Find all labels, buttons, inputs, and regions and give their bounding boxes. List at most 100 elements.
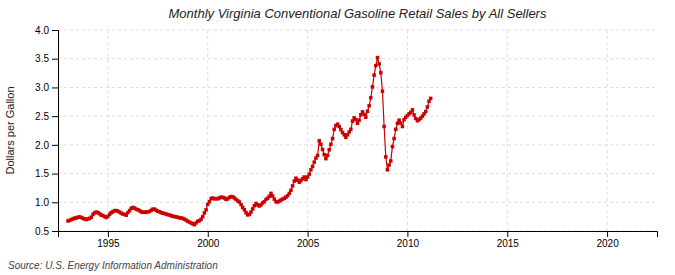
tick-label: 3.5 — [35, 53, 49, 64]
tick-mark — [52, 30, 58, 31]
marker — [391, 145, 395, 149]
grid-line — [607, 30, 608, 231]
marker — [208, 200, 212, 204]
tick-label: 2020 — [596, 238, 619, 249]
marker — [429, 97, 433, 101]
marker — [307, 172, 311, 176]
title: Monthly Virginia Conventional Gasoline R… — [169, 6, 547, 21]
marker — [324, 157, 328, 161]
marker — [384, 155, 388, 159]
grid-line — [307, 30, 308, 231]
axis-line — [52, 31, 59, 232]
tick-mark — [208, 231, 209, 237]
tick: 2.5 — [35, 111, 58, 122]
tick: 3.0 — [35, 82, 58, 93]
tick: 1.5 — [35, 168, 58, 179]
marker — [426, 105, 430, 109]
tick-label: 2.5 — [35, 111, 49, 122]
chart: 1995 2000 2005 2010 2015 2020 0.5 1.0 1.5 2.0 2.5 3… — [0, 0, 675, 275]
marker — [322, 153, 326, 157]
tick-mark — [108, 231, 109, 237]
grid-line — [58, 116, 657, 117]
marker — [412, 113, 416, 117]
marker — [311, 165, 315, 169]
marker — [204, 208, 208, 212]
marker — [316, 154, 320, 158]
marker — [337, 125, 341, 129]
marker — [356, 122, 360, 126]
marker — [288, 192, 292, 196]
marker — [366, 110, 370, 114]
marker — [351, 119, 355, 123]
tick: 3.5 — [35, 53, 58, 64]
line — [68, 58, 431, 225]
tick-label: 3.0 — [35, 82, 49, 93]
tick-label: 2010 — [397, 238, 420, 249]
marker — [364, 116, 368, 120]
tick-mark — [52, 202, 58, 203]
tick-mark — [52, 231, 58, 232]
tick-label: 1.0 — [35, 197, 49, 208]
tick: 0.5 — [35, 226, 58, 237]
tick-mark — [507, 231, 508, 237]
tick-label: 2000 — [197, 238, 220, 249]
marker — [312, 160, 316, 164]
marker — [329, 143, 333, 147]
marker — [319, 143, 323, 147]
tick-mark — [52, 87, 58, 88]
marker — [291, 184, 295, 188]
tick-label: 2015 — [497, 238, 520, 249]
y-axis: 0.5 1.0 1.5 2.0 2.5 3.0 3.5 4.0 — [35, 25, 58, 237]
marker — [377, 62, 381, 66]
tick-label: 1.5 — [35, 168, 49, 179]
marker — [381, 89, 385, 93]
tick-label: 0.5 — [35, 226, 49, 237]
marker — [371, 85, 375, 89]
tick: 4.0 — [35, 25, 58, 36]
marker — [424, 110, 428, 114]
marker — [382, 125, 386, 129]
grid-line — [507, 30, 508, 231]
marker — [374, 64, 378, 68]
marker — [349, 128, 353, 132]
marker — [369, 96, 373, 100]
grid-line — [58, 87, 657, 88]
marker — [379, 71, 383, 75]
tick-mark — [308, 231, 309, 237]
marker — [389, 159, 393, 163]
tick: 2005 — [297, 231, 320, 249]
tick: 2010 — [397, 231, 420, 249]
tick: 2.0 — [35, 140, 58, 151]
tick: 2020 — [596, 231, 619, 249]
tick-mark — [407, 231, 408, 237]
marker — [249, 210, 253, 214]
marker — [327, 148, 331, 152]
grid-line — [58, 144, 657, 145]
marker — [317, 139, 321, 143]
grid-line — [58, 30, 657, 31]
marker — [376, 56, 380, 60]
marker — [394, 128, 398, 132]
tick: 1.0 — [35, 197, 58, 208]
marker — [392, 137, 396, 141]
marker — [331, 137, 335, 141]
grid-line — [58, 202, 657, 203]
tick-label: 2.0 — [35, 140, 49, 151]
marker — [251, 207, 255, 211]
source: Source: U.S. Energy Information Administ… — [8, 260, 218, 271]
marker — [326, 154, 330, 158]
x-axis: 1995 2000 2005 2010 2015 2020 — [59, 231, 658, 249]
marker — [309, 168, 313, 172]
marker — [289, 188, 293, 192]
tick-mark — [52, 174, 58, 175]
tick-label: 2005 — [297, 238, 320, 249]
tick-mark — [607, 231, 608, 237]
marker — [399, 121, 403, 125]
plot-area: 1995 2000 2005 2010 2015 2020 0.5 1.0 1.5 2.0 2.5 3… — [35, 25, 657, 249]
tick-mark — [52, 59, 58, 60]
marker — [367, 104, 371, 108]
marker — [372, 73, 376, 77]
marker — [357, 118, 361, 122]
tick: 1995 — [97, 231, 120, 249]
tick: 2000 — [197, 231, 220, 249]
